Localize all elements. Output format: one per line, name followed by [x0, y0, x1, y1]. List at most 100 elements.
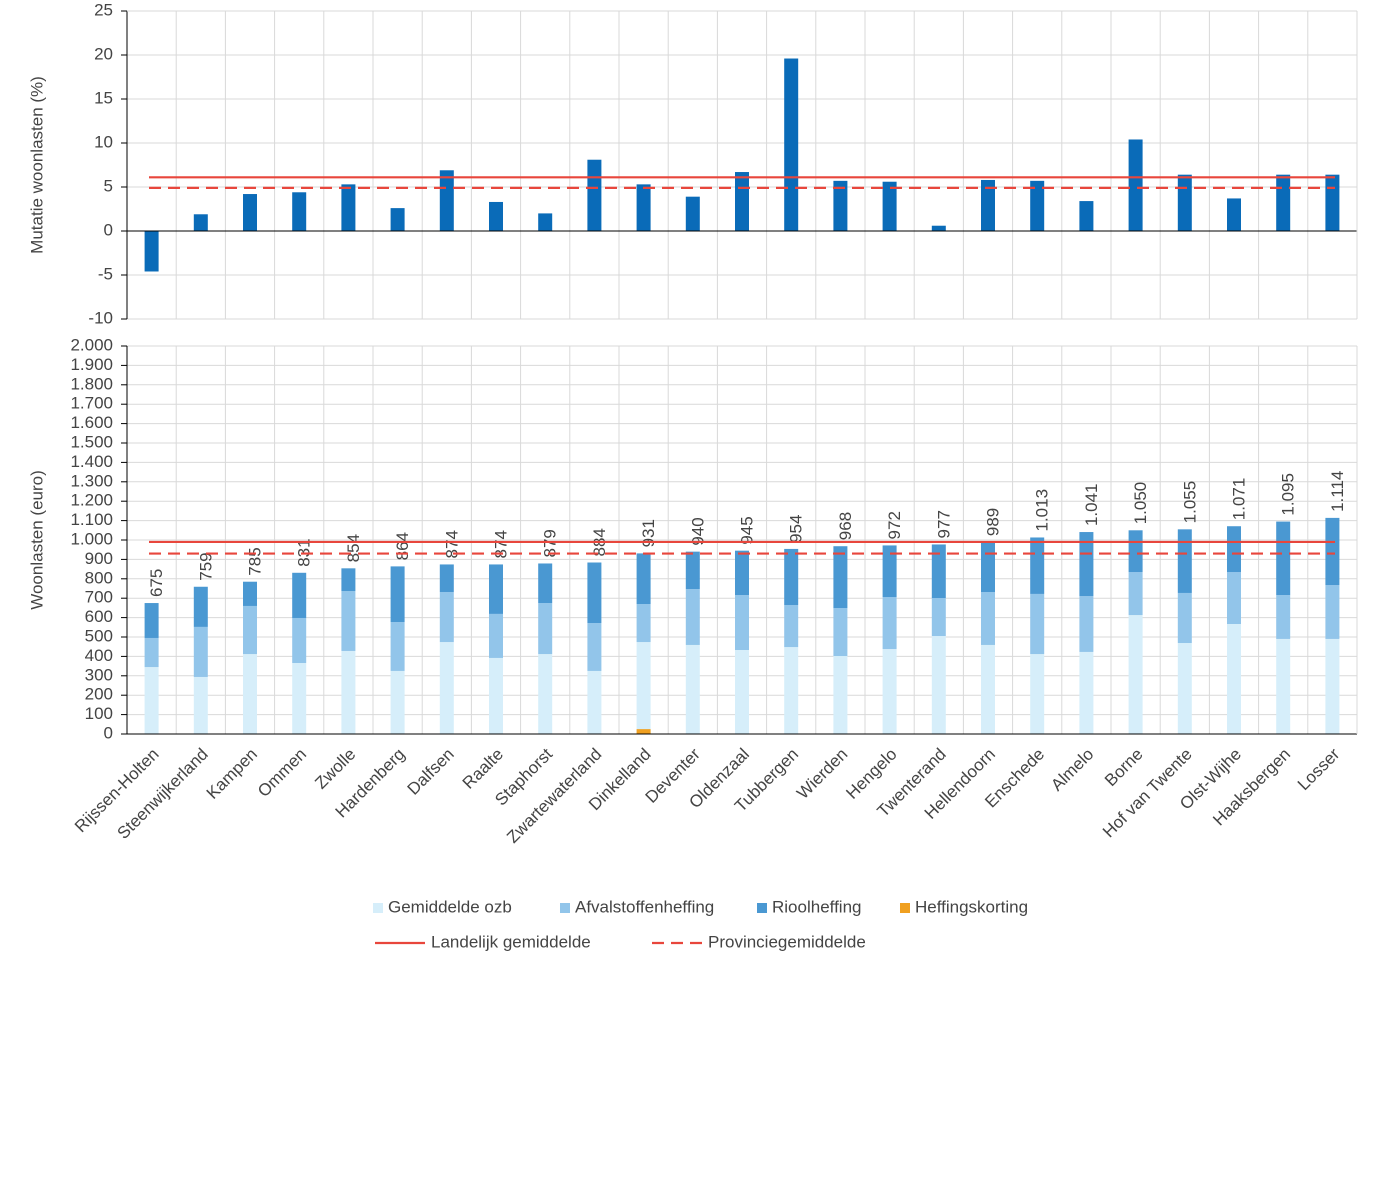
- bar: [636, 184, 651, 231]
- y-tick-label: 1.000: [70, 529, 113, 548]
- bar-segment: [538, 603, 553, 655]
- bar-segment: [784, 647, 799, 734]
- bar: [784, 58, 799, 231]
- bar-segment: [538, 563, 553, 604]
- bar: [1276, 174, 1291, 231]
- bar-segment: [1030, 537, 1045, 594]
- bar-segment: [489, 564, 503, 614]
- bar-segment: [636, 642, 651, 734]
- bar: [292, 192, 307, 231]
- y-tick-label: 700: [85, 588, 113, 607]
- bar-segment: [1030, 654, 1045, 734]
- y-tick-label: 900: [85, 549, 113, 568]
- bar-segment: [193, 626, 208, 677]
- total-label: 1.095: [1279, 473, 1298, 516]
- bar-segment: [144, 603, 159, 638]
- total-label: 1.041: [1082, 483, 1101, 526]
- x-tick-label: Wierden: [793, 745, 851, 803]
- bar: [587, 159, 602, 231]
- x-tick-label: Ommen: [254, 745, 310, 801]
- legend-label: Gemiddelde ozb: [388, 897, 512, 916]
- bar-segment: [882, 597, 897, 650]
- bar-segment: [685, 589, 700, 645]
- bar-segment: [587, 562, 602, 624]
- total-label: 977: [934, 510, 953, 538]
- y-tick-label: 100: [85, 704, 113, 723]
- bar-segment: [489, 657, 503, 734]
- total-label: 759: [196, 552, 215, 580]
- y-tick-label: 1.100: [70, 510, 113, 529]
- total-label: 940: [688, 517, 707, 545]
- total-label: 854: [344, 534, 363, 562]
- bar-segment: [1079, 532, 1094, 597]
- bar-segment: [439, 564, 454, 592]
- bar: [1227, 198, 1241, 231]
- legend-swatch: [900, 903, 910, 913]
- bar-segment: [390, 622, 405, 671]
- legend-label: Provinciegemiddelde: [708, 932, 866, 951]
- bar: [538, 213, 553, 231]
- bar: [144, 231, 159, 272]
- legend-label: Heffingskorting: [915, 897, 1028, 916]
- bar: [439, 170, 454, 231]
- bar: [1325, 174, 1340, 231]
- bar-segment: [931, 544, 946, 599]
- legend-label: Afvalstoffenheffing: [575, 897, 714, 916]
- y-tick-label: 600: [85, 607, 113, 626]
- legend-swatch: [757, 903, 767, 913]
- total-label: 1.114: [1328, 471, 1347, 512]
- bar-segment: [931, 598, 946, 637]
- bar-segment: [882, 545, 897, 598]
- y-tick-label: 1.600: [70, 413, 113, 432]
- total-label: 954: [787, 515, 806, 543]
- bar-segment: [833, 546, 848, 609]
- total-label: 874: [442, 530, 461, 558]
- x-tick-label: Zwolle: [311, 745, 359, 793]
- bar: [981, 179, 995, 231]
- x-tick-label: Raalte: [459, 745, 507, 793]
- y-tick-label: 1.700: [70, 394, 113, 413]
- bar-segment: [1079, 651, 1094, 734]
- bar: [489, 201, 503, 231]
- total-label: 675: [147, 569, 166, 597]
- bar-segment: [636, 729, 651, 734]
- bar-segment: [981, 591, 995, 645]
- y-tick-label: 500: [85, 626, 113, 645]
- bar-segment: [1227, 572, 1241, 625]
- bar-segment: [735, 595, 749, 650]
- bar-segment: [193, 676, 208, 734]
- total-label: 874: [491, 530, 510, 558]
- bar-segment: [144, 637, 159, 668]
- y-tick-label: -5: [98, 264, 113, 283]
- bar-segment: [1128, 615, 1143, 734]
- bar-segment: [439, 591, 454, 643]
- x-tick-label: Dalfsen: [404, 745, 458, 799]
- bar: [1030, 180, 1045, 231]
- bar: [1079, 201, 1094, 231]
- bar: [882, 181, 897, 231]
- y-tick-label: 2.000: [70, 335, 113, 354]
- bar-segment: [193, 586, 208, 627]
- bar: [243, 194, 257, 231]
- bar-segment: [144, 667, 159, 734]
- bar: [390, 208, 405, 231]
- bar: [341, 184, 356, 231]
- bar: [931, 225, 946, 231]
- bar-segment: [390, 670, 405, 734]
- x-tick-label: Almelo: [1047, 745, 1097, 795]
- y-tick-label: 300: [85, 665, 113, 684]
- bar-segment: [981, 644, 995, 734]
- x-tick-label: Hof van Twente: [1099, 745, 1196, 842]
- bar-segment: [1227, 624, 1241, 734]
- bar: [735, 172, 749, 231]
- total-label: 785: [245, 547, 264, 575]
- bar-segment: [1177, 592, 1192, 644]
- bar-segment: [1177, 643, 1192, 734]
- y-tick-label: 1.500: [70, 432, 113, 451]
- bar-segment: [292, 617, 307, 663]
- bar-segment: [292, 572, 307, 618]
- total-label: 989: [983, 508, 1002, 536]
- bar-segment: [341, 591, 356, 651]
- bar-segment: [1128, 530, 1143, 573]
